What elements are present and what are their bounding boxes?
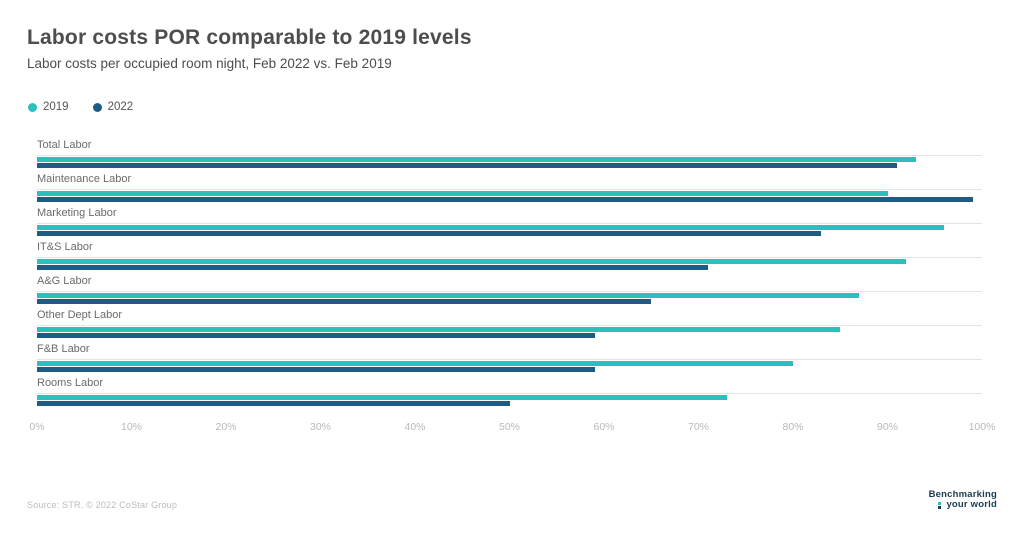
x-axis-tick-label: 40% [404, 421, 426, 433]
x-axis-tick-label: 90% [876, 421, 899, 433]
category-label: IT&S Labor [37, 241, 982, 258]
category-label: Other Dept Labor [37, 309, 982, 326]
bar-2019 [37, 157, 916, 162]
chart-legend: 2019 2022 [28, 101, 997, 113]
bar-2022 [37, 231, 822, 236]
chart-row: Other Dept Labor [37, 309, 982, 343]
legend-label-2019: 2019 [43, 101, 69, 113]
bar-2022 [37, 299, 652, 304]
x-axis-tick-label: 100% [968, 421, 996, 433]
bar-2022 [37, 163, 897, 168]
chart-row: IT&S Labor [37, 241, 982, 275]
bar-2022 [37, 367, 595, 372]
category-label: Rooms Labor [37, 377, 982, 394]
chart-row: A&G Labor [37, 275, 982, 309]
category-label: F&B Labor [37, 343, 982, 360]
category-label: Maintenance Labor [37, 173, 982, 190]
benchmarking-logo: Benchmarking your world [928, 488, 997, 511]
bar-2019 [37, 327, 841, 332]
bar-chart-rows: Total Labor Maintenance Labor Marketing La… [37, 139, 982, 411]
bar-2019 [37, 259, 907, 264]
logo-text-line1: Benchmarking [928, 488, 997, 500]
logo-mark-icon [938, 501, 942, 509]
chart-row: Maintenance Labor [37, 173, 982, 207]
x-axis: 0% 10% 20% 30% 40% 50% 60% 70% 80% 90% 100% [29, 421, 995, 437]
x-axis-tick-label: 0% [29, 421, 45, 433]
bar-2022 [37, 265, 708, 270]
page-footer: Source: STR. © 2022 CoStar Group Benchma… [27, 488, 997, 511]
x-axis-tick-label: 50% [498, 421, 521, 433]
source-note: Source: STR. © 2022 CoStar Group [27, 500, 178, 510]
category-label: Marketing Labor [37, 207, 982, 224]
bar-2022 [37, 197, 973, 202]
chart-row: F&B Labor [37, 343, 982, 377]
chart-subtitle: Labor costs per occupied room night, Feb… [27, 56, 392, 71]
bar-2022 [37, 333, 595, 338]
legend-item-2019: 2019 [28, 101, 69, 113]
category-label: Total Labor [37, 139, 982, 156]
bar-2019 [37, 293, 860, 298]
logo-text-line2: your world [938, 500, 997, 510]
legend-dot-2022-icon [92, 102, 102, 112]
x-axis-tick-label: 10% [120, 421, 143, 433]
chart-row: Total Labor [37, 139, 982, 173]
bar-chart: Total Labor Maintenance Labor Marketing La… [29, 139, 995, 437]
x-axis-tick-label: 70% [687, 421, 710, 433]
legend-item-2022: 2022 [92, 101, 134, 113]
bar-2019 [37, 191, 888, 196]
bar-2019 [37, 361, 793, 366]
chart-title: Labor costs POR comparable to 2019 level… [27, 26, 472, 49]
chart-row: Marketing Labor [37, 207, 982, 241]
logo-text-line2-label: your world [946, 499, 997, 510]
legend-label-2022: 2022 [107, 101, 134, 113]
bar-2022 [37, 401, 510, 406]
legend-dot-2019-icon [28, 102, 37, 112]
bar-2019 [37, 225, 945, 230]
x-axis-tick-label: 80% [782, 421, 804, 433]
bar-2019 [37, 395, 727, 400]
chart-row: Rooms Labor [37, 377, 982, 411]
x-axis-tick-label: 30% [309, 421, 332, 433]
category-label: A&G Labor [37, 275, 982, 292]
x-axis-tick-label: 60% [593, 421, 615, 433]
x-axis-tick-label: 20% [215, 421, 237, 433]
